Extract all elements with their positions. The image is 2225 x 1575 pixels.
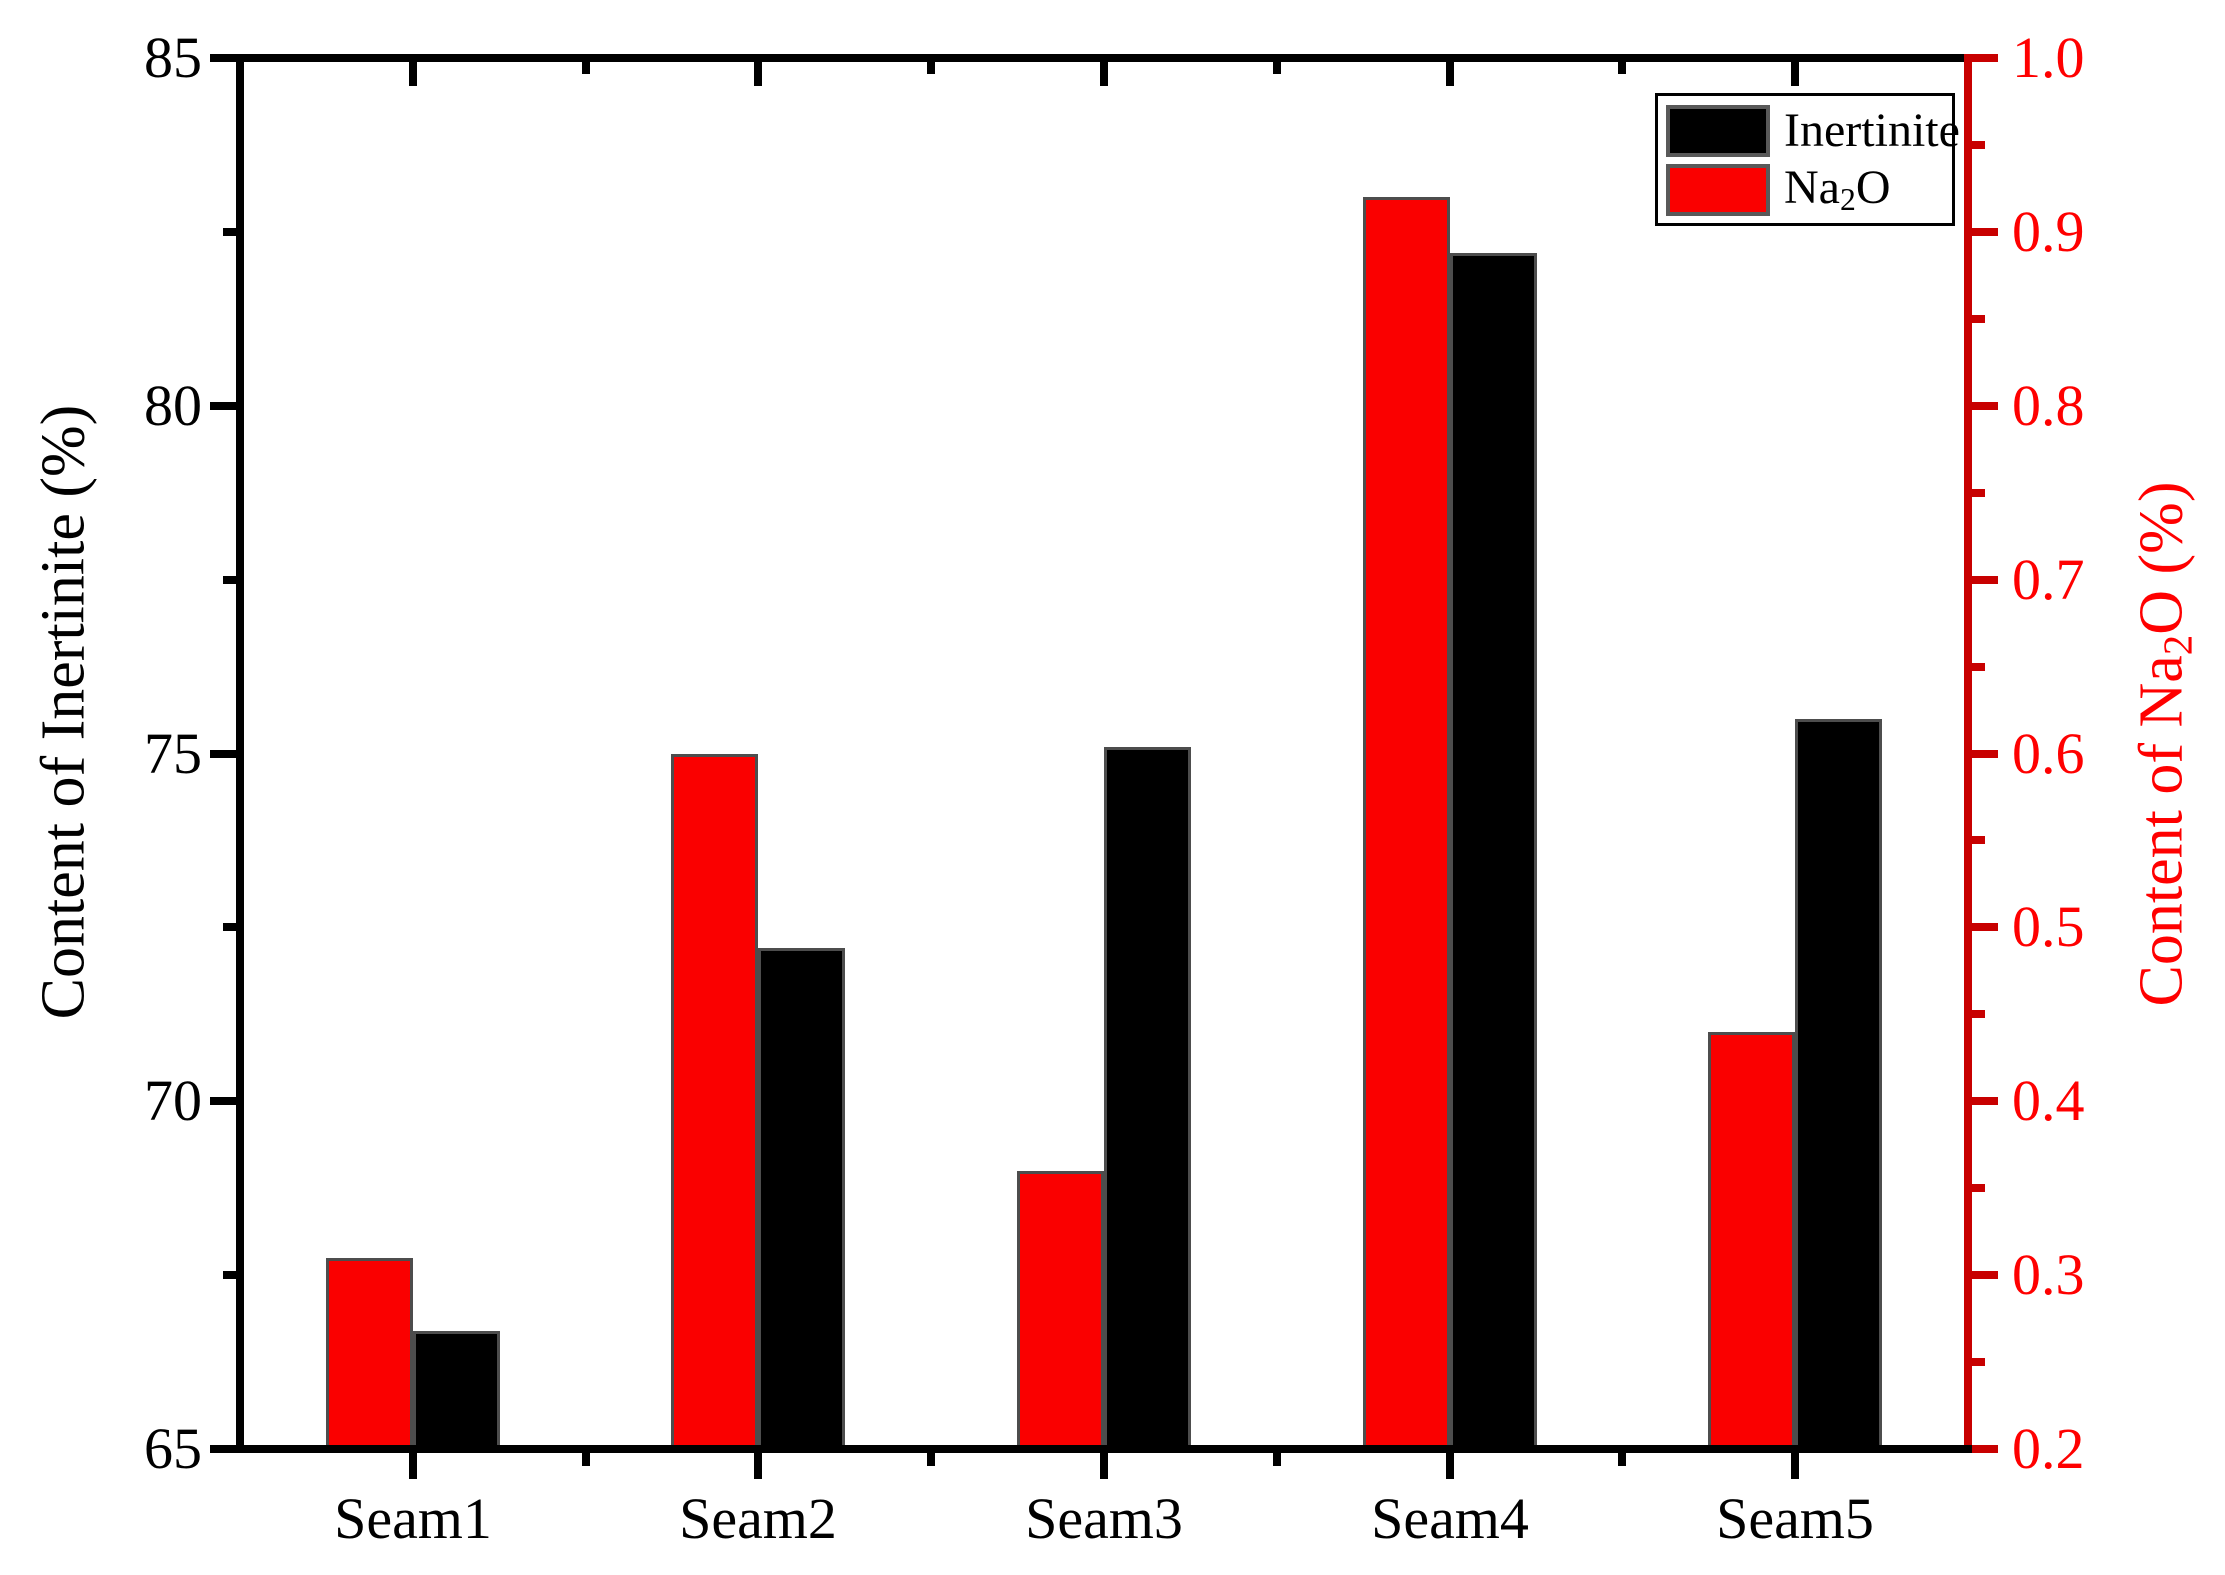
x-minor-tick-top xyxy=(582,62,590,74)
left-y-axis-title: Content of Inertinite (%) xyxy=(29,405,100,1020)
right-y-minor-tick xyxy=(1972,1358,1985,1366)
left-y-major-tick xyxy=(210,402,236,410)
right-y-tick-label: 1.0 xyxy=(2012,25,2085,90)
x-major-tick-top xyxy=(409,62,417,86)
left-y-axis-title-text: Content of Inertinite (%) xyxy=(29,404,98,1020)
bar-na2o-seam1 xyxy=(326,1258,413,1449)
right-y-axis-line xyxy=(1964,54,1972,1453)
x-major-tick-top xyxy=(1100,62,1108,86)
bar-inertinite-seam1 xyxy=(413,1331,500,1449)
right-y-tick-label: 0.6 xyxy=(2012,721,2085,786)
left-y-minor-tick xyxy=(223,228,236,236)
right-y-minor-tick xyxy=(1972,836,1985,844)
right-y-tick-label: 0.4 xyxy=(2012,1068,2085,1133)
x-minor-tick-bottom xyxy=(927,1453,935,1466)
x-major-tick-bottom xyxy=(1791,1453,1799,1479)
right-y-tick-label: 0.9 xyxy=(2012,199,2085,264)
right-y-minor-tick xyxy=(1972,141,1985,149)
right-y-axis-title-pre: Content of Na xyxy=(2127,655,2196,1007)
right-y-major-tick xyxy=(1972,228,1998,236)
x-minor-tick-bottom xyxy=(1618,1453,1626,1466)
right-y-major-tick xyxy=(1972,1271,1998,1279)
top-axis-line xyxy=(236,54,1972,62)
right-y-major-tick xyxy=(1972,750,1998,758)
x-category-label: Seam1 xyxy=(334,1486,492,1551)
x-axis-line xyxy=(236,1445,1972,1453)
bar-na2o-seam5 xyxy=(1708,1032,1795,1449)
x-major-tick-top xyxy=(754,62,762,86)
bar-na2o-seam2 xyxy=(671,754,758,1449)
x-minor-tick-top xyxy=(927,62,935,74)
right-y-tick-label: 0.7 xyxy=(2012,547,2085,612)
left-y-major-tick xyxy=(210,750,236,758)
right-y-axis-title-subscript: 2 xyxy=(2155,634,2201,656)
x-major-tick-bottom xyxy=(754,1453,762,1479)
bars-layer xyxy=(240,58,1968,1449)
right-y-axis-title: Content of Na2O (%) xyxy=(2126,482,2201,1007)
legend-label-na2o: Na2O xyxy=(1784,160,1891,217)
right-y-axis-title-post: O (%) xyxy=(2127,481,2196,635)
legend-label-inertinite: Inertinite xyxy=(1784,103,1960,157)
legend-swatch-inertinite xyxy=(1666,104,1770,157)
bar-inertinite-seam5 xyxy=(1795,719,1882,1449)
x-major-tick-top xyxy=(1446,62,1454,86)
right-y-major-tick xyxy=(1972,1097,1998,1105)
x-major-tick-bottom xyxy=(1100,1453,1108,1479)
right-y-minor-tick xyxy=(1972,315,1985,323)
x-category-label: Seam5 xyxy=(1716,1486,1874,1551)
x-minor-tick-top xyxy=(1273,62,1281,74)
right-y-major-tick xyxy=(1972,576,1998,584)
left-y-tick-label: 70 xyxy=(144,1068,202,1133)
right-y-major-tick xyxy=(1972,402,1998,410)
x-category-label: Seam2 xyxy=(679,1486,837,1551)
right-y-tick-label: 0.3 xyxy=(2012,1242,2085,1307)
left-y-major-tick xyxy=(210,1097,236,1105)
legend: Inertinite Na2O xyxy=(1655,93,1960,226)
bar-inertinite-seam2 xyxy=(758,948,845,1449)
x-major-tick-bottom xyxy=(1446,1453,1454,1479)
legend-item-na2o: Na2O xyxy=(1666,160,1952,219)
left-y-minor-tick xyxy=(223,576,236,584)
na2o-subscript: 2 xyxy=(1839,181,1856,217)
right-y-major-tick xyxy=(1972,923,1998,931)
left-y-tick-label: 85 xyxy=(144,25,202,90)
bar-inertinite-seam4 xyxy=(1450,253,1537,1449)
left-y-tick-label: 80 xyxy=(144,373,202,438)
right-y-minor-tick xyxy=(1972,1010,1985,1018)
left-y-major-tick xyxy=(210,1445,236,1453)
bar-na2o-seam4 xyxy=(1363,197,1450,1449)
right-y-tick-label: 0.2 xyxy=(2012,1416,2085,1481)
left-y-minor-tick xyxy=(223,1271,236,1279)
right-y-tick-label: 0.8 xyxy=(2012,373,2085,438)
x-minor-tick-bottom xyxy=(582,1453,590,1466)
left-y-major-tick xyxy=(210,54,236,62)
x-category-label: Seam3 xyxy=(1025,1486,1183,1551)
x-minor-tick-bottom xyxy=(1273,1453,1281,1466)
left-y-tick-label: 65 xyxy=(144,1416,202,1481)
bar-inertinite-seam3 xyxy=(1104,747,1191,1449)
legend-swatch-na2o xyxy=(1666,163,1770,216)
left-y-axis-line xyxy=(236,54,244,1453)
right-y-tick-label: 0.5 xyxy=(2012,894,2085,959)
left-y-tick-label: 75 xyxy=(144,721,202,786)
right-y-minor-tick xyxy=(1972,1184,1985,1192)
right-y-major-tick xyxy=(1972,1445,1998,1453)
right-y-minor-tick xyxy=(1972,489,1985,497)
x-minor-tick-top xyxy=(1618,62,1626,74)
right-y-minor-tick xyxy=(1972,663,1985,671)
left-y-minor-tick xyxy=(223,923,236,931)
x-major-tick-bottom xyxy=(409,1453,417,1479)
legend-item-inertinite: Inertinite xyxy=(1666,101,1960,160)
right-y-major-tick xyxy=(1972,54,1998,62)
bar-na2o-seam3 xyxy=(1017,1171,1104,1449)
x-category-label: Seam4 xyxy=(1371,1486,1529,1551)
x-major-tick-top xyxy=(1791,62,1799,86)
